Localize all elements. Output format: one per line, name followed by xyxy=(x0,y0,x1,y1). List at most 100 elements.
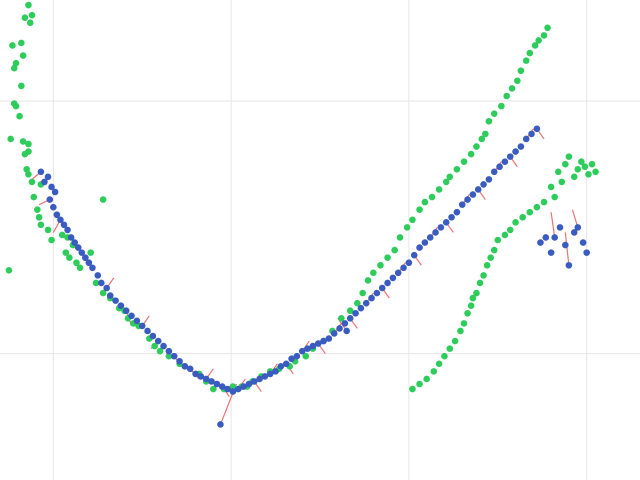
green-point xyxy=(62,249,70,256)
green-point xyxy=(9,42,16,49)
blue-point xyxy=(551,234,558,241)
blue-point xyxy=(261,373,269,380)
link-line xyxy=(550,212,556,238)
green-point xyxy=(485,117,493,125)
blue-point xyxy=(176,357,183,365)
blue-point xyxy=(122,307,130,315)
blue-point xyxy=(67,234,75,241)
blue-point xyxy=(556,224,564,231)
green-point xyxy=(473,143,480,150)
blue-point xyxy=(469,191,477,198)
green-point xyxy=(16,112,23,120)
green-point xyxy=(28,11,36,19)
green-point xyxy=(562,160,569,168)
green-point xyxy=(210,385,217,393)
blue-point xyxy=(330,330,338,337)
blue-point xyxy=(266,370,274,378)
green-point xyxy=(25,140,32,148)
blue-point xyxy=(416,244,423,251)
blue-point xyxy=(485,176,493,183)
green-point xyxy=(544,24,551,32)
blue-point xyxy=(234,385,242,393)
green-point xyxy=(19,52,27,59)
green-point xyxy=(551,193,558,201)
blue-point xyxy=(64,226,71,234)
green-point xyxy=(37,221,45,229)
green-point xyxy=(453,165,461,173)
green-point xyxy=(359,289,366,297)
green-point xyxy=(87,249,94,256)
green-point xyxy=(503,92,510,100)
blue-point xyxy=(574,224,582,231)
green-point xyxy=(451,337,459,345)
blue-point xyxy=(496,163,503,171)
green-point xyxy=(409,385,416,393)
green-point xyxy=(592,168,599,176)
green-point xyxy=(441,352,448,360)
green-point xyxy=(460,320,468,327)
blue-point xyxy=(400,264,407,272)
blue-point xyxy=(170,352,178,360)
blue-point xyxy=(82,254,89,261)
green-point xyxy=(384,254,391,261)
blue-point xyxy=(432,229,439,236)
green-point xyxy=(526,49,534,57)
blue-point xyxy=(46,196,54,203)
blue-point xyxy=(186,365,194,373)
green-point xyxy=(588,160,596,168)
green-point xyxy=(478,135,486,143)
blue-point xyxy=(288,355,295,363)
blue-point xyxy=(325,335,333,342)
green-point xyxy=(35,213,43,221)
blue-point xyxy=(343,327,350,335)
blue-point xyxy=(103,284,110,292)
green-point xyxy=(5,267,13,274)
blue-point xyxy=(78,249,86,256)
blue-point xyxy=(85,259,93,267)
green-point xyxy=(99,289,107,297)
green-point xyxy=(435,186,443,193)
blue-point xyxy=(256,375,263,383)
blue-point xyxy=(128,312,135,320)
blue-point xyxy=(272,368,279,375)
green-point xyxy=(554,168,562,176)
green-point xyxy=(476,279,484,287)
blue-point xyxy=(304,345,311,352)
blue-point xyxy=(368,294,375,302)
blue-point xyxy=(480,181,487,188)
blue-point xyxy=(512,148,519,155)
blue-point xyxy=(98,279,105,287)
blue-point xyxy=(71,239,78,246)
green-point xyxy=(464,309,471,317)
blue-point xyxy=(144,327,151,335)
blue-point xyxy=(51,188,59,196)
blue-point xyxy=(384,279,391,287)
green-point xyxy=(396,234,404,241)
green-point xyxy=(535,37,542,44)
blue-point xyxy=(41,178,48,186)
green-point xyxy=(377,261,384,269)
blue-point xyxy=(160,342,167,350)
green-point xyxy=(28,178,36,186)
green-point xyxy=(482,130,489,138)
green-point xyxy=(409,216,416,224)
green-point xyxy=(25,148,32,155)
green-point xyxy=(467,150,475,158)
green-point xyxy=(364,277,372,284)
green-point xyxy=(12,59,20,67)
green-point xyxy=(506,226,514,234)
green-point xyxy=(73,259,80,267)
blue-point xyxy=(528,130,535,138)
blue-point xyxy=(579,239,587,246)
green-point xyxy=(565,153,573,160)
green-point xyxy=(12,102,20,110)
green-point xyxy=(531,42,539,49)
blue-point xyxy=(217,421,224,428)
green-point xyxy=(508,85,516,92)
green-point xyxy=(473,289,480,297)
blue-point xyxy=(464,196,471,203)
blue-point xyxy=(117,302,125,309)
blue-point xyxy=(453,208,461,216)
green-point xyxy=(423,375,430,383)
